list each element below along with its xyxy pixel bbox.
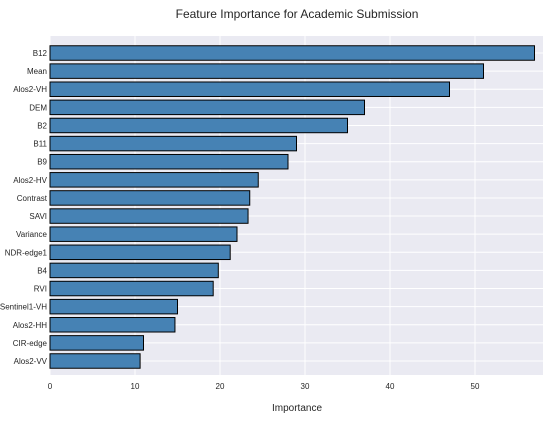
bar-contrast (49, 190, 251, 206)
y-tick-label: SAVI (29, 212, 47, 221)
y-tick-labels: B12 Mean Alos2-VH DEM B2 B11 B9 Alos2-HV Contras… (0, 49, 48, 366)
bar-alos2-vv (49, 353, 141, 369)
bar-b4 (49, 262, 219, 279)
y-tick-label: DEM (29, 103, 47, 112)
y-tick-label: Alos2-VH (13, 85, 47, 94)
bar-b12 (49, 45, 535, 61)
bar-mean (49, 63, 484, 79)
y-tick-label: B4 (37, 266, 47, 275)
y-tick-label: Alos2-HH (13, 321, 47, 330)
x-tick-labels: 0 10 20 30 40 50 (48, 382, 480, 391)
y-tick-label: B11 (33, 140, 47, 149)
bar-alos2-hv (49, 172, 259, 188)
y-tick-label: Variance (16, 230, 48, 239)
x-tick-label: 50 (471, 382, 480, 391)
bar-b2 (49, 117, 348, 134)
bar-cir-edge (49, 335, 144, 351)
x-axis-label: Importance (272, 403, 322, 414)
bar-alos2-hh (49, 317, 176, 333)
bars (49, 45, 535, 369)
bar-ndr-edge1 (49, 244, 231, 261)
y-tick-label: Contrast (17, 194, 48, 203)
bar-savi (49, 208, 249, 224)
bar-b9 (49, 153, 289, 170)
y-tick-label: B9 (37, 158, 47, 167)
chart-title: Feature Importance for Academic Submissi… (176, 7, 419, 21)
y-tick-label: CIR-edge (13, 339, 48, 348)
x-tick-label: 20 (216, 382, 225, 391)
x-tick-label: 40 (386, 382, 395, 391)
x-tick-label: 10 (131, 382, 140, 391)
x-tick-label: 30 (301, 382, 310, 391)
y-tick-label: B2 (37, 121, 47, 130)
x-tick-label: 0 (48, 382, 53, 391)
bar-dem (49, 99, 365, 116)
bar-variance (49, 226, 238, 242)
y-tick-label: B12 (33, 49, 48, 58)
y-tick-label: Mean (27, 67, 47, 76)
y-tick-label: Sentinel1-VH (0, 303, 47, 312)
y-tick-label: RVI (34, 285, 47, 294)
bar-b11 (49, 135, 297, 152)
y-tick-label: Alos2-HV (13, 176, 47, 185)
y-tick-label: Alos2-VV (14, 357, 48, 366)
bar-rvi (49, 280, 214, 297)
bar-sentinel1-vh (49, 298, 178, 315)
y-tick-label: NDR-edge1 (5, 248, 48, 257)
bar-alos2-vh (49, 81, 450, 97)
